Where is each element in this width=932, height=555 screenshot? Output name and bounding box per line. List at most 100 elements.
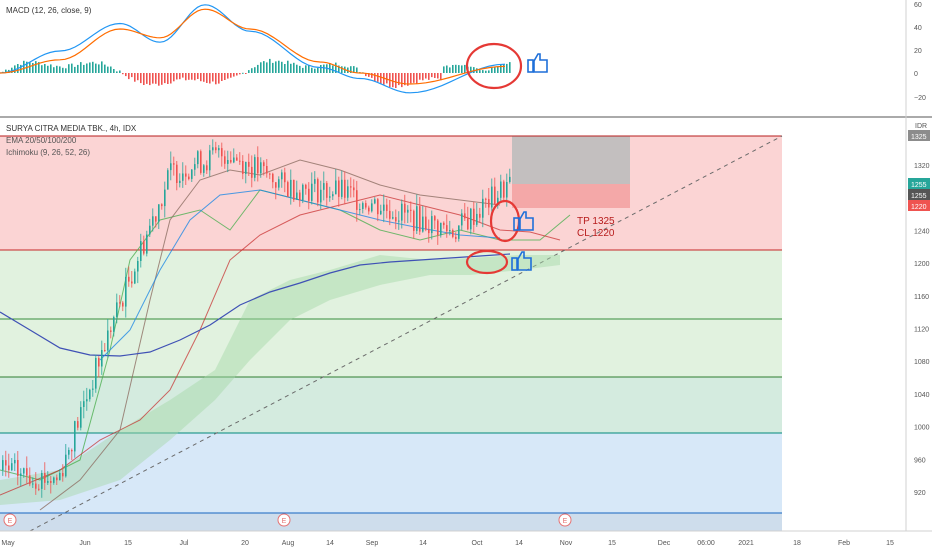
- macd-histogram-bar: [119, 70, 121, 73]
- candle-body: [104, 350, 106, 351]
- price-axis-tick: 920: [914, 490, 926, 497]
- macd-histogram-bar: [482, 70, 484, 73]
- price-axis-tick: 1200: [914, 261, 930, 268]
- macd-histogram-bar: [338, 65, 340, 73]
- macd-histogram-bar: [335, 62, 337, 73]
- candle-body: [128, 276, 130, 282]
- macd-histogram-bar: [341, 66, 343, 73]
- time-axis-label: Aug: [282, 540, 295, 547]
- macd-histogram-bar: [128, 73, 130, 80]
- macd-histogram-bar: [299, 65, 301, 73]
- candle-body: [116, 302, 118, 318]
- macd-histogram-bar: [200, 73, 202, 82]
- candle-body: [65, 454, 67, 477]
- candle-body: [83, 401, 85, 407]
- ema-circle-annotation: [465, 249, 509, 275]
- macd-histogram-bar: [254, 67, 256, 73]
- event-marker[interactable]: E: [3, 513, 17, 527]
- macd-histogram-bar: [443, 66, 445, 73]
- macd-histogram-bar: [131, 73, 133, 78]
- candle-body: [329, 196, 331, 198]
- macd-histogram-bar: [71, 63, 73, 73]
- price-candles: [2, 139, 511, 498]
- candle-body: [359, 209, 361, 211]
- macd-histogram-bar: [287, 60, 289, 73]
- candle-body: [389, 210, 391, 219]
- macd-histogram-bar: [434, 73, 436, 78]
- macd-histogram-bar: [56, 65, 58, 73]
- macd-histogram-bar: [140, 73, 142, 84]
- time-axis-label: Oct: [472, 540, 483, 547]
- candle-body: [146, 234, 148, 254]
- macd-histogram-bar: [53, 67, 55, 73]
- price-tag: 1255: [908, 189, 930, 200]
- macd-histogram-bar: [398, 73, 400, 86]
- candle-body: [164, 189, 166, 207]
- macd-histogram-bar: [455, 64, 457, 73]
- candle-body: [176, 164, 178, 183]
- macd-histogram-bar: [233, 73, 235, 77]
- price-axis-tick: 1040: [914, 392, 930, 399]
- candle-body: [95, 358, 97, 389]
- macd-axis-tick: 60: [914, 2, 922, 9]
- candle-body: [56, 477, 58, 481]
- candle-body: [38, 488, 40, 490]
- macd-histogram-bar: [80, 62, 82, 73]
- time-axis-label: 14: [326, 540, 334, 547]
- candle-body: [326, 183, 328, 198]
- svg-text:1255: 1255: [911, 193, 927, 200]
- candle-body: [362, 203, 364, 209]
- candle-body: [50, 481, 52, 483]
- candle-body: [266, 166, 268, 174]
- macd-histogram-bar: [425, 73, 427, 79]
- event-marker[interactable]: E: [277, 513, 291, 527]
- ema-200-line: [0, 253, 511, 357]
- macd-label: MACD (12, 26, close, 9): [6, 6, 92, 15]
- candle-body: [239, 160, 241, 162]
- macd-histogram-bar: [149, 73, 151, 86]
- candle-body: [200, 151, 202, 173]
- candle-body: [461, 213, 463, 226]
- macd-histogram-bar: [458, 65, 460, 73]
- macd-histogram-bar: [461, 65, 463, 73]
- currency-label: IDR: [915, 123, 927, 130]
- event-marker[interactable]: E: [558, 513, 572, 527]
- candle-body: [191, 169, 193, 179]
- candle-body: [89, 389, 91, 400]
- resistance-zone: [0, 136, 782, 250]
- macd-histogram-bar: [182, 73, 184, 78]
- svg-text:1220: 1220: [911, 204, 927, 211]
- candle-body: [242, 161, 244, 174]
- macd-histogram-bar: [179, 73, 181, 80]
- macd-line: [0, 4, 506, 94]
- macd-histogram-bar: [296, 64, 298, 73]
- thumbs-up-icon: [513, 211, 534, 231]
- stop-box: [512, 184, 630, 208]
- candle-body: [152, 216, 154, 226]
- macd-histogram-bar: [392, 73, 394, 88]
- candle-body: [470, 208, 472, 230]
- time-axis-label: 06:00: [697, 540, 715, 547]
- time-axis-label: Dec: [658, 540, 671, 547]
- macd-histogram-bar: [257, 64, 259, 73]
- candle-body: [248, 161, 250, 167]
- macd-histogram-bar: [464, 64, 466, 73]
- level-lines: [0, 135, 782, 514]
- candle-body: [272, 173, 274, 183]
- macd-axis-tick: 0: [914, 71, 918, 78]
- time-axis-label: Feb: [838, 540, 850, 547]
- candle-body: [467, 218, 469, 230]
- macd-histogram-bar: [497, 66, 499, 73]
- candle-body: [29, 475, 31, 485]
- macd-histogram-bar: [248, 70, 250, 73]
- macd-histogram-bar: [506, 63, 508, 73]
- candle-body: [404, 203, 406, 213]
- macd-histogram-bar: [269, 58, 271, 73]
- macd-histogram-bar: [107, 66, 109, 73]
- macd-histogram-bar: [44, 64, 46, 73]
- macd-histogram-bar: [143, 73, 145, 85]
- svg-text:1255: 1255: [911, 182, 927, 189]
- candle-body: [188, 176, 190, 179]
- candle-body: [260, 162, 262, 174]
- macd-histogram-bar: [113, 69, 115, 73]
